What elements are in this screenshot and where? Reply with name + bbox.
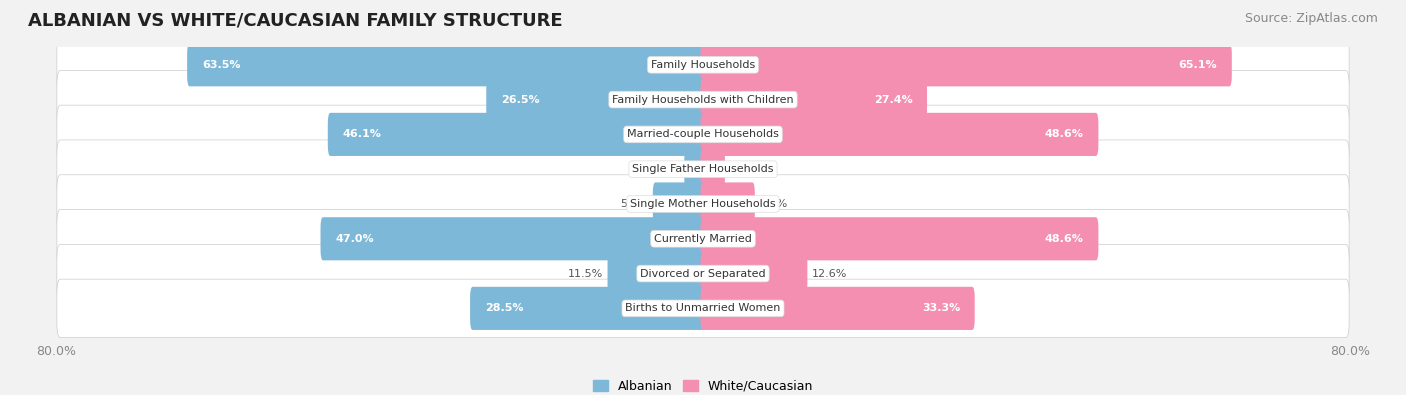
FancyBboxPatch shape: [700, 217, 1098, 260]
FancyBboxPatch shape: [187, 43, 706, 87]
Text: 27.4%: 27.4%: [873, 94, 912, 105]
FancyBboxPatch shape: [470, 287, 706, 330]
FancyBboxPatch shape: [56, 105, 1350, 164]
Text: Married-couple Households: Married-couple Households: [627, 130, 779, 139]
Text: 46.1%: 46.1%: [343, 130, 381, 139]
Text: 47.0%: 47.0%: [335, 234, 374, 244]
FancyBboxPatch shape: [56, 210, 1350, 268]
Text: 65.1%: 65.1%: [1178, 60, 1218, 70]
Text: Currently Married: Currently Married: [654, 234, 752, 244]
FancyBboxPatch shape: [700, 78, 927, 121]
FancyBboxPatch shape: [56, 279, 1350, 338]
Legend: Albanian, White/Caucasian: Albanian, White/Caucasian: [588, 375, 818, 395]
Text: 6.1%: 6.1%: [759, 199, 787, 209]
Text: 28.5%: 28.5%: [485, 303, 523, 313]
Text: 5.9%: 5.9%: [620, 199, 648, 209]
Text: 11.5%: 11.5%: [568, 269, 603, 278]
FancyBboxPatch shape: [652, 182, 706, 226]
Text: ALBANIAN VS WHITE/CAUCASIAN FAMILY STRUCTURE: ALBANIAN VS WHITE/CAUCASIAN FAMILY STRUC…: [28, 12, 562, 30]
Text: 48.6%: 48.6%: [1045, 130, 1084, 139]
FancyBboxPatch shape: [685, 148, 706, 191]
Text: 26.5%: 26.5%: [501, 94, 540, 105]
Text: Single Father Households: Single Father Households: [633, 164, 773, 174]
Text: Family Households: Family Households: [651, 60, 755, 70]
FancyBboxPatch shape: [700, 43, 1232, 87]
Text: 2.0%: 2.0%: [652, 164, 681, 174]
Text: 12.6%: 12.6%: [811, 269, 846, 278]
FancyBboxPatch shape: [486, 78, 706, 121]
Text: Source: ZipAtlas.com: Source: ZipAtlas.com: [1244, 12, 1378, 25]
FancyBboxPatch shape: [700, 148, 725, 191]
FancyBboxPatch shape: [56, 245, 1350, 303]
Text: 48.6%: 48.6%: [1045, 234, 1084, 244]
FancyBboxPatch shape: [321, 217, 706, 260]
FancyBboxPatch shape: [56, 70, 1350, 129]
FancyBboxPatch shape: [700, 113, 1098, 156]
FancyBboxPatch shape: [328, 113, 706, 156]
FancyBboxPatch shape: [700, 287, 974, 330]
Text: Births to Unmarried Women: Births to Unmarried Women: [626, 303, 780, 313]
Text: Divorced or Separated: Divorced or Separated: [640, 269, 766, 278]
Text: Single Mother Households: Single Mother Households: [630, 199, 776, 209]
FancyBboxPatch shape: [700, 182, 755, 226]
FancyBboxPatch shape: [56, 175, 1350, 233]
FancyBboxPatch shape: [56, 36, 1350, 94]
FancyBboxPatch shape: [700, 252, 807, 295]
FancyBboxPatch shape: [56, 140, 1350, 198]
Text: 2.4%: 2.4%: [728, 164, 758, 174]
Text: Family Households with Children: Family Households with Children: [612, 94, 794, 105]
FancyBboxPatch shape: [607, 252, 706, 295]
Text: 33.3%: 33.3%: [922, 303, 960, 313]
Text: 63.5%: 63.5%: [202, 60, 240, 70]
